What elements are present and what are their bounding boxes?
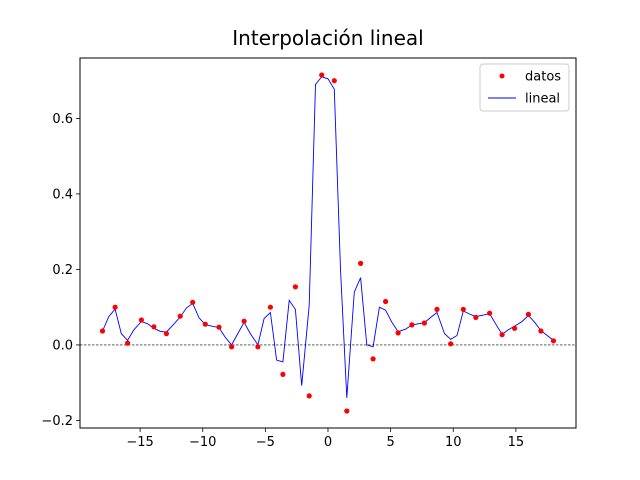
data-point <box>473 314 479 320</box>
data-point <box>538 328 544 334</box>
legend: datos lineal <box>479 63 570 112</box>
legend-label-lineal: lineal <box>525 92 560 107</box>
data-point <box>267 304 273 310</box>
data-point <box>216 324 222 330</box>
data-point <box>395 330 401 336</box>
data-point <box>499 332 505 338</box>
data-point <box>125 340 131 346</box>
x-tick-label: −15 <box>126 435 153 450</box>
data-point <box>344 408 350 414</box>
data-point <box>409 322 415 328</box>
data-point <box>202 321 208 327</box>
x-tick-label: −10 <box>189 435 216 450</box>
chart-title: Interpolación lineal <box>232 26 423 50</box>
data-point <box>383 298 389 305</box>
x-tick-label: 0 <box>324 435 332 450</box>
data-point <box>370 356 376 362</box>
data-point <box>487 310 493 316</box>
data-point <box>241 318 247 324</box>
data-point <box>306 393 312 399</box>
data-point <box>460 306 466 312</box>
series-line-lineal <box>102 76 554 398</box>
y-tick-label: 0.4 <box>52 187 73 202</box>
data-point <box>255 344 261 350</box>
series-points-datos <box>99 72 557 414</box>
data-point <box>190 299 196 305</box>
legend-label-datos: datos <box>525 70 561 85</box>
data-point <box>421 320 427 326</box>
y-axis: −0.2 0.0 0.2 0.4 0.6 <box>41 112 80 429</box>
data-point <box>229 344 235 350</box>
data-point <box>525 311 532 317</box>
data-point <box>319 72 325 78</box>
data-point <box>151 324 157 330</box>
y-tick-label: 0.2 <box>52 263 73 278</box>
x-tick-label: −5 <box>256 435 275 450</box>
data-point <box>434 306 440 312</box>
data-point <box>448 341 454 347</box>
x-axis: −15 −10 −5 0 5 10 15 <box>126 428 524 450</box>
data-point <box>177 313 183 319</box>
plot-frame <box>79 57 577 429</box>
y-tick-label: 0.6 <box>52 112 73 127</box>
data-point <box>99 328 106 334</box>
x-tick-label: 10 <box>445 435 462 450</box>
y-tick-label: 0.0 <box>52 338 73 353</box>
data-point <box>138 317 144 323</box>
data-point <box>280 371 286 377</box>
data-point <box>292 284 298 290</box>
x-tick-label: 15 <box>508 435 525 450</box>
legend-marker-datos <box>499 73 505 79</box>
data-point <box>112 304 118 310</box>
data-point <box>331 78 337 84</box>
data-point <box>358 260 364 266</box>
y-tick-label: −0.2 <box>41 414 73 429</box>
x-tick-label: 5 <box>386 435 394 450</box>
data-point <box>511 325 518 331</box>
data-point <box>550 338 557 344</box>
data-point <box>163 331 169 337</box>
